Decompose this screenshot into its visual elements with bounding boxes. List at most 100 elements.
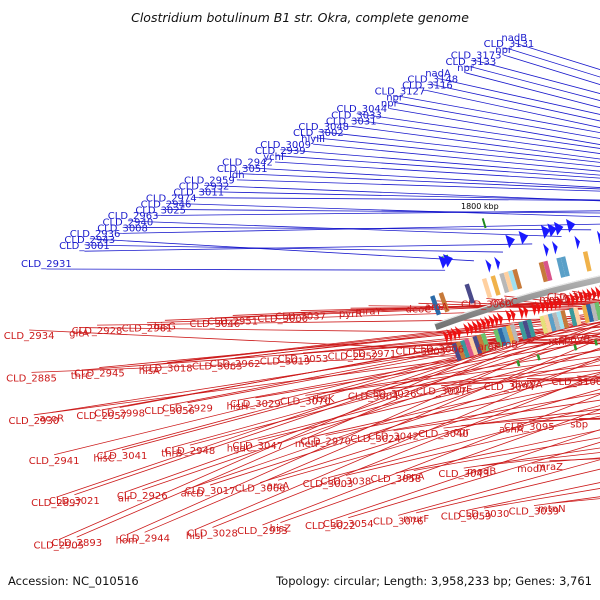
callout-line (33, 357, 466, 416)
cog-color-block (573, 306, 582, 326)
reverse-gene-arrow (446, 329, 453, 343)
reverse-gene-label: CLD_3046 (189, 319, 240, 330)
forward-gene-label: CLD_3173 (451, 51, 502, 62)
forward-gene-arrow (574, 235, 580, 250)
reverse-gene-label: aroA (425, 302, 448, 313)
callout-line (274, 161, 600, 183)
accession-text: Accession: NC_010516 (8, 574, 139, 588)
forward-gene-label: npr (386, 92, 404, 103)
reverse-gene-arrow (492, 313, 499, 328)
callout-line (305, 349, 600, 396)
callout-line (391, 369, 600, 389)
callout-line (427, 90, 600, 128)
backbone-highlight (434, 275, 600, 325)
reverse-gene-label: CLD_2948 (165, 446, 216, 457)
callout-line (126, 323, 600, 536)
reverse-gene-label: CLD_3095 (504, 422, 555, 433)
cog-color-block (430, 295, 442, 316)
forward-gene-arrow (565, 219, 576, 233)
reverse-gene-label: ogr (453, 427, 470, 438)
cog-color-block (464, 283, 476, 304)
cog-color-block (522, 320, 532, 339)
callout-line (307, 371, 600, 439)
forward-gene-label: ychF (263, 152, 287, 163)
callout-line (212, 373, 600, 528)
reverse-gene-label: murF (403, 514, 429, 525)
reverse-gene-label: CLD_2928 (72, 326, 123, 337)
genome-backbone (434, 275, 600, 330)
reverse-gene-label: mtnN (538, 504, 565, 515)
callout-line (413, 437, 600, 471)
cog-color-block (505, 325, 516, 344)
reverse-gene-label: CLD_2926 (117, 491, 168, 502)
reverse-gene-label: rbsK (312, 394, 335, 405)
reverse-gene-arrow (535, 301, 541, 315)
callout-line (277, 388, 600, 481)
callout-line (330, 429, 600, 521)
reverse-gene-label: CLD_2893 (51, 538, 102, 549)
reverse-gene-arrow (564, 293, 571, 307)
reverse-gene-label: CLD_3094 (484, 382, 535, 393)
callout-line (356, 119, 600, 154)
reverse-gene-label: CLD_3040 (418, 429, 469, 440)
gc-skew-mark (516, 360, 521, 367)
reverse-gene-arrow (556, 295, 563, 310)
forward-gene-label: nadA (425, 69, 451, 80)
reverse-gene-label: mraZ (536, 462, 563, 473)
forward-gene-label: CLD_2932 (179, 182, 230, 193)
cog-color-block (438, 292, 450, 313)
callout-line (84, 243, 533, 252)
callout-line (438, 342, 600, 344)
callout-line (375, 392, 600, 434)
forward-gene-label: CLD_3116 (402, 81, 453, 92)
callout-line (164, 302, 600, 321)
gc-skew-mark (573, 344, 578, 351)
callout-line (395, 429, 600, 474)
reverse-gene-label: CLD_2885 (6, 373, 57, 384)
reverse-gene-arrow (547, 297, 554, 312)
callout-line (399, 95, 600, 134)
reverse-gene-label: modA (517, 464, 546, 475)
callout-line (46, 268, 446, 271)
cog-color-block (509, 323, 520, 343)
callout-line (198, 197, 600, 201)
reverse-gene-arrow (442, 330, 449, 344)
reverse-gene-label: CLD_3063 (192, 361, 243, 372)
cog-color-block (455, 341, 466, 360)
callout-line (302, 326, 600, 354)
feature-tracks (430, 219, 600, 367)
reverse-gene-label: CLD_3037 (275, 312, 326, 323)
reverse-gene-label: hisG (154, 321, 176, 332)
reverse-gene-label: metF (295, 439, 321, 450)
forward-gene-label: CLD_2963 (108, 211, 159, 222)
callout-line (257, 358, 600, 441)
forward-gene-label: CLD_2939 (255, 146, 306, 157)
cog-color-block (476, 334, 487, 353)
reverse-gene-label: asnA (499, 424, 524, 435)
reverse-gene-label: CLD_2944 (119, 533, 170, 544)
reverse-gene-label: arcD (181, 488, 205, 499)
forward-gene-label: CLD_2959 (184, 176, 235, 187)
cog-color-block (543, 260, 553, 282)
reverse-gene-label: deoC (406, 304, 432, 315)
reverse-gene-arrow (467, 321, 474, 336)
reverse-gene-label: CLD_3030 (459, 509, 510, 520)
cog-color-block (481, 277, 493, 299)
kbp-ticks: 1500 kbp1550 kbp1600 kbp1650 kbp1700 kbp… (461, 202, 499, 229)
cog-color-block (538, 261, 549, 283)
forward-gene-label: hlyIII (301, 134, 325, 145)
reverse-gene-label: divIVA (511, 379, 542, 390)
reverse-gene-label: CLD_3100 (552, 377, 600, 388)
callout-line (262, 394, 600, 526)
callout-line (29, 329, 486, 352)
reverse-gene-label: CLD_3000 (257, 314, 308, 325)
cog-color-block (560, 256, 570, 277)
callout-line (74, 327, 567, 496)
callout-line (144, 338, 600, 533)
reverse-gene-label: aroF (478, 342, 500, 353)
reverse-gene-arrow (552, 296, 558, 311)
forward-gene-label: CLD_3009 (260, 140, 311, 151)
forward-gene-label: CLD_3133 (445, 57, 496, 68)
kbp-tick-label: 1800 kbp (461, 202, 499, 211)
reverse-gene-label: CLD_2934 (4, 331, 55, 342)
